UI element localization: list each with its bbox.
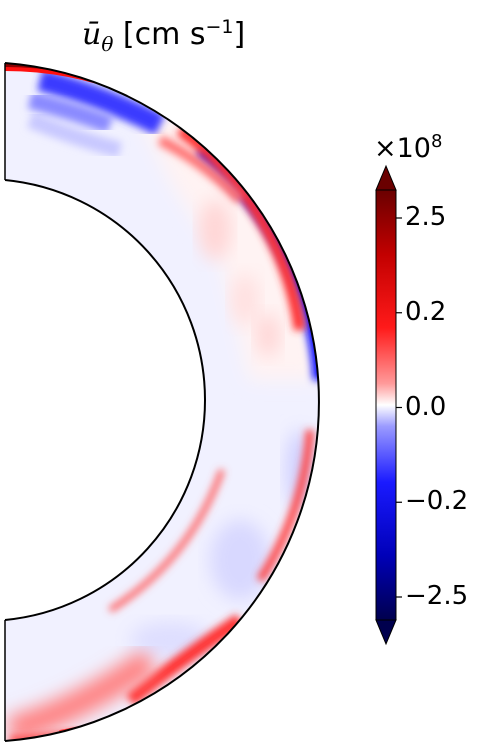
chart-title: ūθ [cm s−1] bbox=[82, 16, 245, 56]
colorbar-multiplier-exponent: 8 bbox=[430, 131, 443, 152]
colorbar-bar bbox=[375, 189, 397, 621]
outer-boundary bbox=[4, 62, 320, 742]
colorbar-tick-label: 0.2 bbox=[405, 296, 447, 327]
colorbar-tick-label: −0.2 bbox=[405, 486, 469, 517]
title-unit-close: ] bbox=[233, 17, 246, 52]
title-unit-exponent: −1 bbox=[205, 16, 234, 38]
colorbar-multiplier: ×108 bbox=[374, 131, 442, 164]
colorbar-tick-label: 2.5 bbox=[405, 202, 447, 232]
inner-boundary bbox=[4, 179, 206, 621]
colorbar-multiplier-base: ×10 bbox=[374, 133, 431, 164]
colorbar-extend-min bbox=[375, 619, 397, 646]
velocity-field bbox=[5, 63, 319, 741]
colorbar-tick-label: 0.0 bbox=[405, 391, 447, 422]
title-subscript: θ bbox=[101, 32, 114, 56]
title-unit: [cm s bbox=[113, 17, 206, 52]
title-symbol: ū bbox=[82, 17, 102, 52]
colorbar-ticks bbox=[396, 217, 402, 598]
colorbar-extend-max bbox=[375, 164, 397, 191]
colorbar bbox=[375, 164, 402, 646]
colorbar-tick-label: −2.5 bbox=[405, 581, 469, 611]
